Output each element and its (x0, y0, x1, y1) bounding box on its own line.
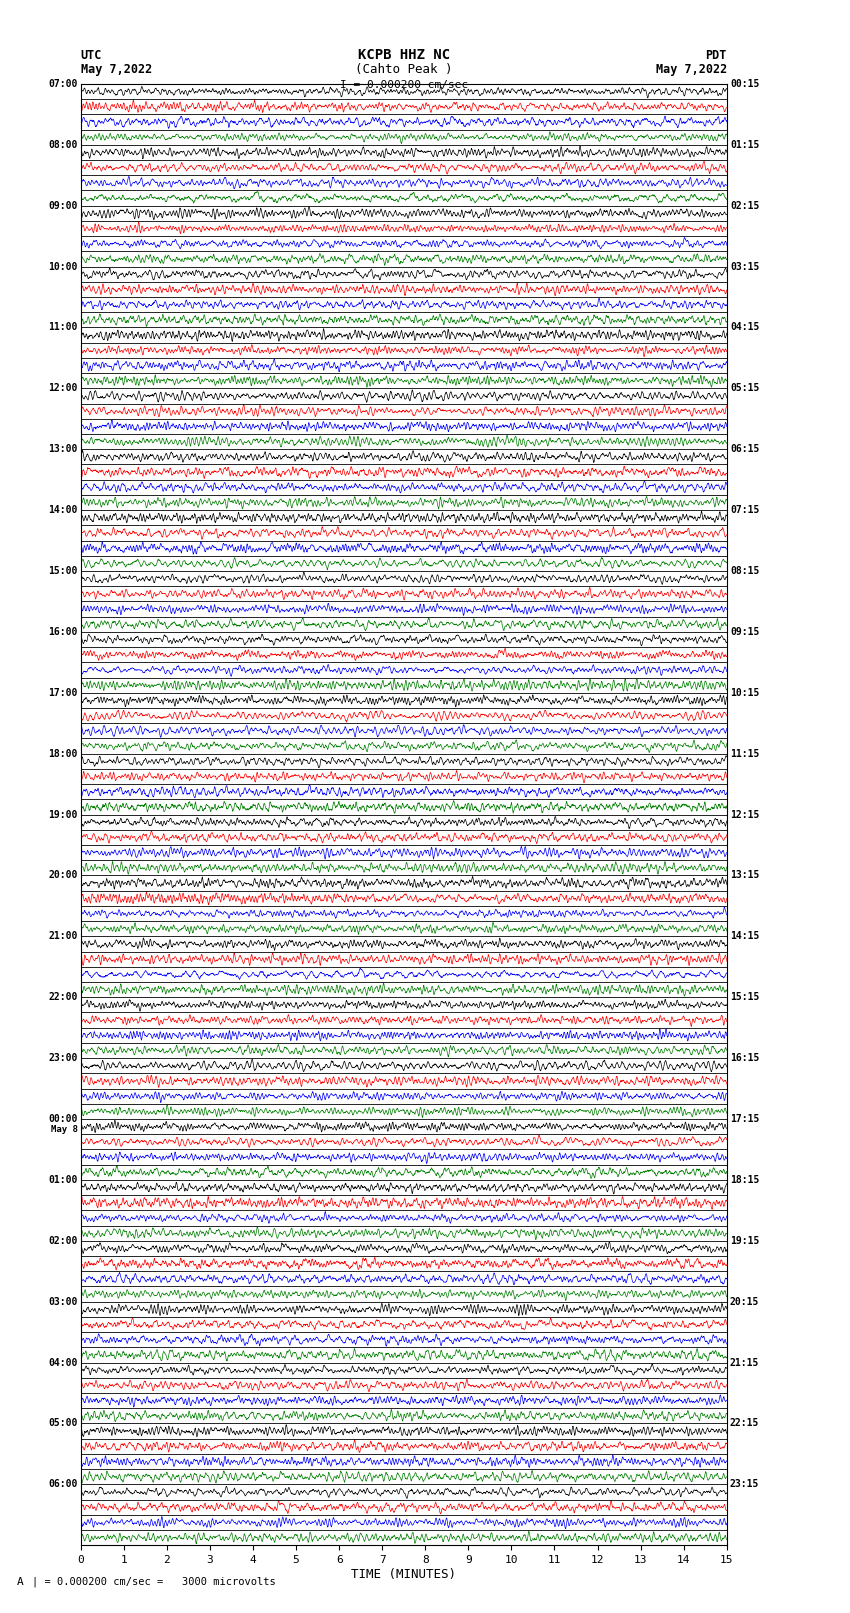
Text: 09:00: 09:00 (48, 200, 77, 211)
Text: 17:15: 17:15 (730, 1115, 759, 1124)
Text: 08:15: 08:15 (730, 566, 759, 576)
Text: UTC: UTC (81, 48, 102, 63)
Text: 12:15: 12:15 (730, 810, 759, 819)
Text: 22:15: 22:15 (730, 1418, 759, 1429)
Text: 02:15: 02:15 (730, 200, 759, 211)
Text: 17:00: 17:00 (48, 687, 77, 698)
Text: 18:00: 18:00 (48, 748, 77, 758)
Text: 10:15: 10:15 (730, 687, 759, 698)
Text: 04:15: 04:15 (730, 323, 759, 332)
Text: 13:15: 13:15 (730, 871, 759, 881)
Text: 05:00: 05:00 (48, 1418, 77, 1429)
Text: 14:00: 14:00 (48, 505, 77, 515)
Text: 00:00: 00:00 (48, 1115, 77, 1124)
Text: 16:00: 16:00 (48, 627, 77, 637)
Text: 03:00: 03:00 (48, 1297, 77, 1307)
Text: 23:15: 23:15 (730, 1479, 759, 1489)
Text: 08:00: 08:00 (48, 140, 77, 150)
Text: | = 0.000200 cm/sec =   3000 microvolts: | = 0.000200 cm/sec = 3000 microvolts (32, 1576, 276, 1587)
Text: A: A (17, 1578, 24, 1587)
X-axis label: TIME (MINUTES): TIME (MINUTES) (351, 1568, 456, 1581)
Text: 05:15: 05:15 (730, 384, 759, 394)
Text: 06:00: 06:00 (48, 1479, 77, 1489)
Text: 01:00: 01:00 (48, 1174, 77, 1186)
Text: I = 0.000200 cm/sec: I = 0.000200 cm/sec (340, 79, 468, 90)
Text: (Cahto Peak ): (Cahto Peak ) (355, 63, 452, 76)
Text: May 8: May 8 (51, 1126, 77, 1134)
Text: 21:15: 21:15 (730, 1358, 759, 1368)
Text: 11:00: 11:00 (48, 323, 77, 332)
Text: 01:15: 01:15 (730, 140, 759, 150)
Text: 02:00: 02:00 (48, 1236, 77, 1245)
Text: 16:15: 16:15 (730, 1053, 759, 1063)
Text: 00:15: 00:15 (730, 79, 759, 89)
Text: 12:00: 12:00 (48, 384, 77, 394)
Text: May 7,2022: May 7,2022 (655, 63, 727, 76)
Text: 19:15: 19:15 (730, 1236, 759, 1245)
Text: PDT: PDT (706, 48, 727, 63)
Text: 10:00: 10:00 (48, 261, 77, 271)
Text: May 7,2022: May 7,2022 (81, 63, 152, 76)
Text: 14:15: 14:15 (730, 931, 759, 942)
Text: 11:15: 11:15 (730, 748, 759, 758)
Text: 21:00: 21:00 (48, 931, 77, 942)
Text: 20:15: 20:15 (730, 1297, 759, 1307)
Text: 15:15: 15:15 (730, 992, 759, 1002)
Text: 03:15: 03:15 (730, 261, 759, 271)
Text: 20:00: 20:00 (48, 871, 77, 881)
Text: 07:00: 07:00 (48, 79, 77, 89)
Text: 06:15: 06:15 (730, 444, 759, 455)
Text: 09:15: 09:15 (730, 627, 759, 637)
Text: 19:00: 19:00 (48, 810, 77, 819)
Text: 15:00: 15:00 (48, 566, 77, 576)
Text: 23:00: 23:00 (48, 1053, 77, 1063)
Text: 22:00: 22:00 (48, 992, 77, 1002)
Text: 13:00: 13:00 (48, 444, 77, 455)
Text: 04:00: 04:00 (48, 1358, 77, 1368)
Text: 18:15: 18:15 (730, 1174, 759, 1186)
Text: 07:15: 07:15 (730, 505, 759, 515)
Text: KCPB HHZ NC: KCPB HHZ NC (358, 48, 450, 63)
